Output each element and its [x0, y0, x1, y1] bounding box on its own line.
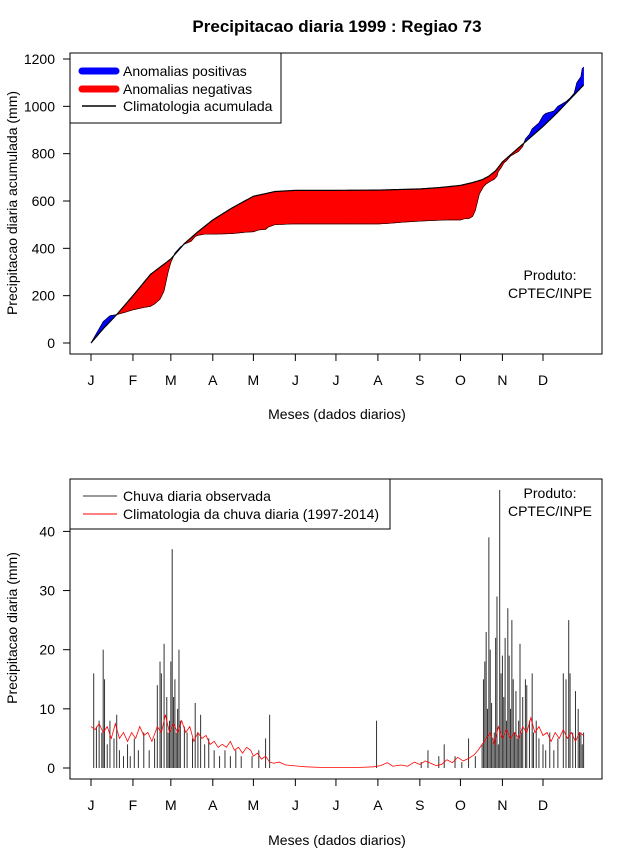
- y-tick-label: 400: [32, 240, 56, 256]
- legend-label-observed: Chuva diaria observada: [123, 488, 271, 504]
- x-tick-label: N: [497, 372, 507, 388]
- legend-label-climatology: Climatologia acumulada: [123, 98, 273, 114]
- x-tick-label: J: [88, 372, 95, 388]
- y-tick-label: 20: [39, 642, 55, 658]
- legend-label-negative: Anomalias negativas: [123, 81, 252, 97]
- y-axis-label: Precipitacao diaria acumulada (mm): [4, 91, 20, 315]
- x-tick-label: A: [208, 797, 218, 813]
- daily-panel: 0 10 20 30 40 J F M A M J J A S O N D Meses (dados diar…: [4, 478, 603, 848]
- chart-title: Precipitacao diaria 1999 : Regiao 73: [192, 17, 481, 36]
- x-tick-label: M: [165, 797, 177, 813]
- observed-daily-bars: [93, 490, 585, 768]
- positive-anomaly-area: [581, 66, 584, 88]
- x-tick-label: J: [332, 372, 339, 388]
- x-axis-label: Meses (dados diarios): [268, 406, 406, 422]
- y-axis: 0 200 400 600 800 1000 1200: [24, 51, 71, 351]
- x-tick-label: M: [248, 372, 260, 388]
- legend-label-climatology: Climatologia da chuva diaria (1997-2014): [123, 506, 379, 522]
- climatology-accumulated-line: [90, 84, 585, 344]
- y-tick-label: 600: [32, 193, 56, 209]
- x-tick-label: N: [497, 797, 507, 813]
- y-tick-label: 800: [32, 146, 56, 162]
- x-tick-label: F: [129, 372, 138, 388]
- legend: Chuva diaria observada Climatologia da c…: [69, 478, 391, 530]
- observed-accumulated-line: [90, 67, 584, 344]
- legend-box: [69, 478, 391, 530]
- y-axis: 0 10 20 30 40: [39, 523, 71, 776]
- y-tick-label: 30: [39, 583, 55, 599]
- x-tick-label: J: [292, 797, 299, 813]
- product-source: CPTEC/INPE: [508, 285, 592, 301]
- y-tick-label: 200: [32, 288, 56, 304]
- x-tick-label: O: [455, 372, 466, 388]
- x-tick-label: O: [455, 797, 466, 813]
- y-tick-label: 0: [47, 335, 55, 351]
- x-tick-label: J: [88, 797, 95, 813]
- product-label: Produto:: [524, 485, 577, 501]
- x-tick-label: D: [538, 797, 548, 813]
- x-tick-label: A: [373, 797, 383, 813]
- product-label: Produto:: [524, 267, 577, 283]
- x-tick-label: J: [292, 372, 299, 388]
- y-axis-label: Precipitacao diaria (mm): [4, 552, 20, 704]
- y-tick-label: 0: [47, 760, 55, 776]
- climatology-daily-line: [90, 714, 584, 768]
- x-tick-label: M: [165, 372, 177, 388]
- x-tick-label: A: [373, 372, 383, 388]
- x-tick-label: F: [129, 797, 138, 813]
- x-tick-label: M: [248, 797, 260, 813]
- y-tick-label: 1200: [24, 51, 55, 67]
- x-tick-label: S: [415, 372, 424, 388]
- y-tick-label: 40: [39, 523, 55, 539]
- x-tick-label: J: [332, 797, 339, 813]
- x-tick-label: A: [208, 372, 218, 388]
- product-source: CPTEC/INPE: [508, 503, 592, 519]
- x-axis-label: Meses (dados diarios): [268, 832, 406, 848]
- y-tick-label: 1000: [24, 98, 55, 114]
- accumulated-panel: 0 200 400 600 800 1000 1200 J F M A M J J A S O N D Meses…: [4, 51, 603, 422]
- legend: Anomalias positivas Anomalias negativas …: [69, 52, 282, 124]
- y-tick-label: 10: [39, 701, 55, 717]
- x-tick-label: D: [538, 372, 548, 388]
- x-tick-label: S: [415, 797, 424, 813]
- legend-label-positive: Anomalias positivas: [123, 63, 247, 79]
